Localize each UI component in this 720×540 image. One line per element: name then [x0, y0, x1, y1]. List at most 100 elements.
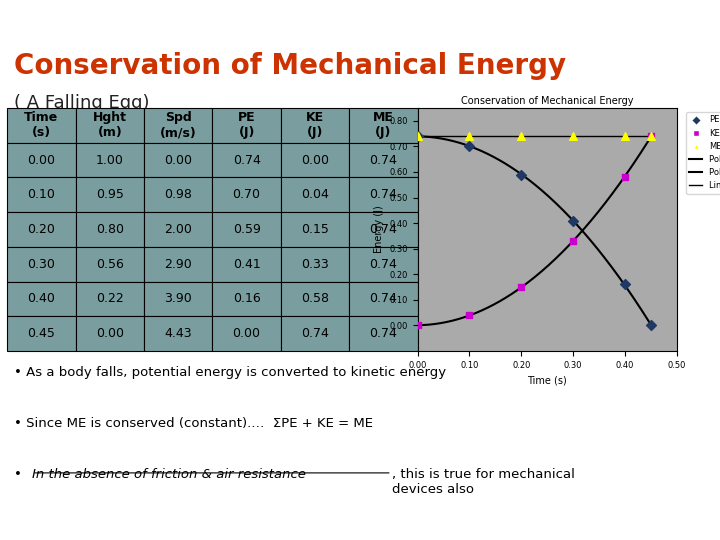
Text: 0.00: 0.00: [233, 327, 261, 340]
Text: 0.45: 0.45: [27, 327, 55, 340]
Bar: [281, 247, 349, 281]
Point: [567, 216, 579, 225]
Bar: [349, 178, 418, 212]
Bar: [349, 143, 418, 178]
Text: Spd
(m/s): Spd (m/s): [160, 111, 197, 139]
Text: 0.41: 0.41: [233, 258, 261, 271]
Text: •: •: [14, 468, 22, 481]
Point: [567, 132, 579, 140]
Point: [645, 132, 657, 140]
Text: 0.58: 0.58: [301, 293, 329, 306]
Text: ME
(J): ME (J): [373, 111, 394, 139]
Bar: [349, 281, 418, 316]
Bar: [7, 316, 76, 351]
Text: In the absence of friction & air resistance: In the absence of friction & air resista…: [32, 468, 306, 481]
Point: [412, 132, 423, 140]
Text: 0.00: 0.00: [301, 153, 329, 166]
Bar: [7, 281, 76, 316]
Text: 1.00: 1.00: [96, 153, 124, 166]
Text: 0.74: 0.74: [369, 188, 397, 201]
Bar: [7, 178, 76, 212]
Bar: [281, 316, 349, 351]
Bar: [281, 143, 349, 178]
Text: 0.16: 0.16: [233, 293, 261, 306]
Point: [619, 173, 631, 181]
Bar: [144, 247, 212, 281]
Text: 0.22: 0.22: [96, 293, 124, 306]
Point: [516, 170, 527, 179]
Text: 0.04: 0.04: [301, 188, 329, 201]
Text: 0.95: 0.95: [96, 188, 124, 201]
Point: [645, 132, 657, 140]
Text: ( A Falling Egg): ( A Falling Egg): [14, 94, 150, 112]
Bar: [7, 108, 76, 143]
Bar: [212, 247, 281, 281]
Text: PE
(J): PE (J): [238, 111, 256, 139]
Text: 0.30: 0.30: [27, 258, 55, 271]
Point: [619, 132, 631, 140]
Bar: [349, 108, 418, 143]
Bar: [281, 178, 349, 212]
Bar: [212, 212, 281, 247]
Point: [645, 321, 657, 330]
Bar: [212, 281, 281, 316]
Bar: [76, 316, 144, 351]
Title: Conservation of Mechanical Energy: Conservation of Mechanical Energy: [461, 96, 634, 106]
Text: 2.00: 2.00: [164, 223, 192, 236]
Bar: [349, 212, 418, 247]
Text: KE
(J): KE (J): [306, 111, 324, 139]
Bar: [144, 316, 212, 351]
Text: , this is true for mechanical
devices also: , this is true for mechanical devices al…: [392, 468, 575, 496]
Bar: [144, 178, 212, 212]
Bar: [7, 247, 76, 281]
Bar: [349, 247, 418, 281]
Text: 0.10: 0.10: [27, 188, 55, 201]
Text: 2.90: 2.90: [164, 258, 192, 271]
Bar: [76, 143, 144, 178]
Point: [516, 283, 527, 292]
Point: [464, 132, 475, 140]
Y-axis label: Energy (J): Energy (J): [374, 206, 384, 253]
Text: 0.33: 0.33: [301, 258, 329, 271]
Text: 0.98: 0.98: [164, 188, 192, 201]
Bar: [7, 212, 76, 247]
Text: 0.40: 0.40: [27, 293, 55, 306]
Bar: [144, 212, 212, 247]
Bar: [349, 316, 418, 351]
Bar: [76, 108, 144, 143]
Point: [619, 280, 631, 289]
Legend: PE, KE, ME, Poly. (PL), Poly. (KE), Linear (ME): PE, KE, ME, Poly. (PL), Poly. (KE), Line…: [686, 112, 720, 194]
Text: • Since ME is conserved (constant).…  ΣPE + KE = ME: • Since ME is conserved (constant).… ΣPE…: [14, 417, 373, 430]
Text: 0.74: 0.74: [369, 258, 397, 271]
Bar: [212, 108, 281, 143]
Bar: [212, 143, 281, 178]
Point: [412, 132, 423, 140]
Text: Hght
(m): Hght (m): [93, 111, 127, 139]
Text: 0.59: 0.59: [233, 223, 261, 236]
Bar: [281, 281, 349, 316]
Text: 0.74: 0.74: [369, 327, 397, 340]
Bar: [144, 108, 212, 143]
Text: 0.15: 0.15: [301, 223, 329, 236]
Text: 0.80: 0.80: [96, 223, 124, 236]
Bar: [76, 247, 144, 281]
Text: Conservation of Mechanical Energy: Conservation of Mechanical Energy: [14, 52, 567, 80]
Bar: [281, 212, 349, 247]
Point: [412, 321, 423, 330]
Point: [464, 142, 475, 151]
Text: 0.56: 0.56: [96, 258, 124, 271]
Text: 0.00: 0.00: [164, 153, 192, 166]
Text: 3.90: 3.90: [164, 293, 192, 306]
Text: 0.74: 0.74: [369, 223, 397, 236]
Bar: [144, 281, 212, 316]
Bar: [212, 316, 281, 351]
Bar: [7, 143, 76, 178]
Bar: [144, 143, 212, 178]
Bar: [281, 108, 349, 143]
Text: 0.74: 0.74: [369, 153, 397, 166]
Text: 0.70: 0.70: [233, 188, 261, 201]
Bar: [76, 178, 144, 212]
Text: 0.74: 0.74: [301, 327, 329, 340]
Text: 0.00: 0.00: [96, 327, 124, 340]
Text: 0.00: 0.00: [27, 153, 55, 166]
